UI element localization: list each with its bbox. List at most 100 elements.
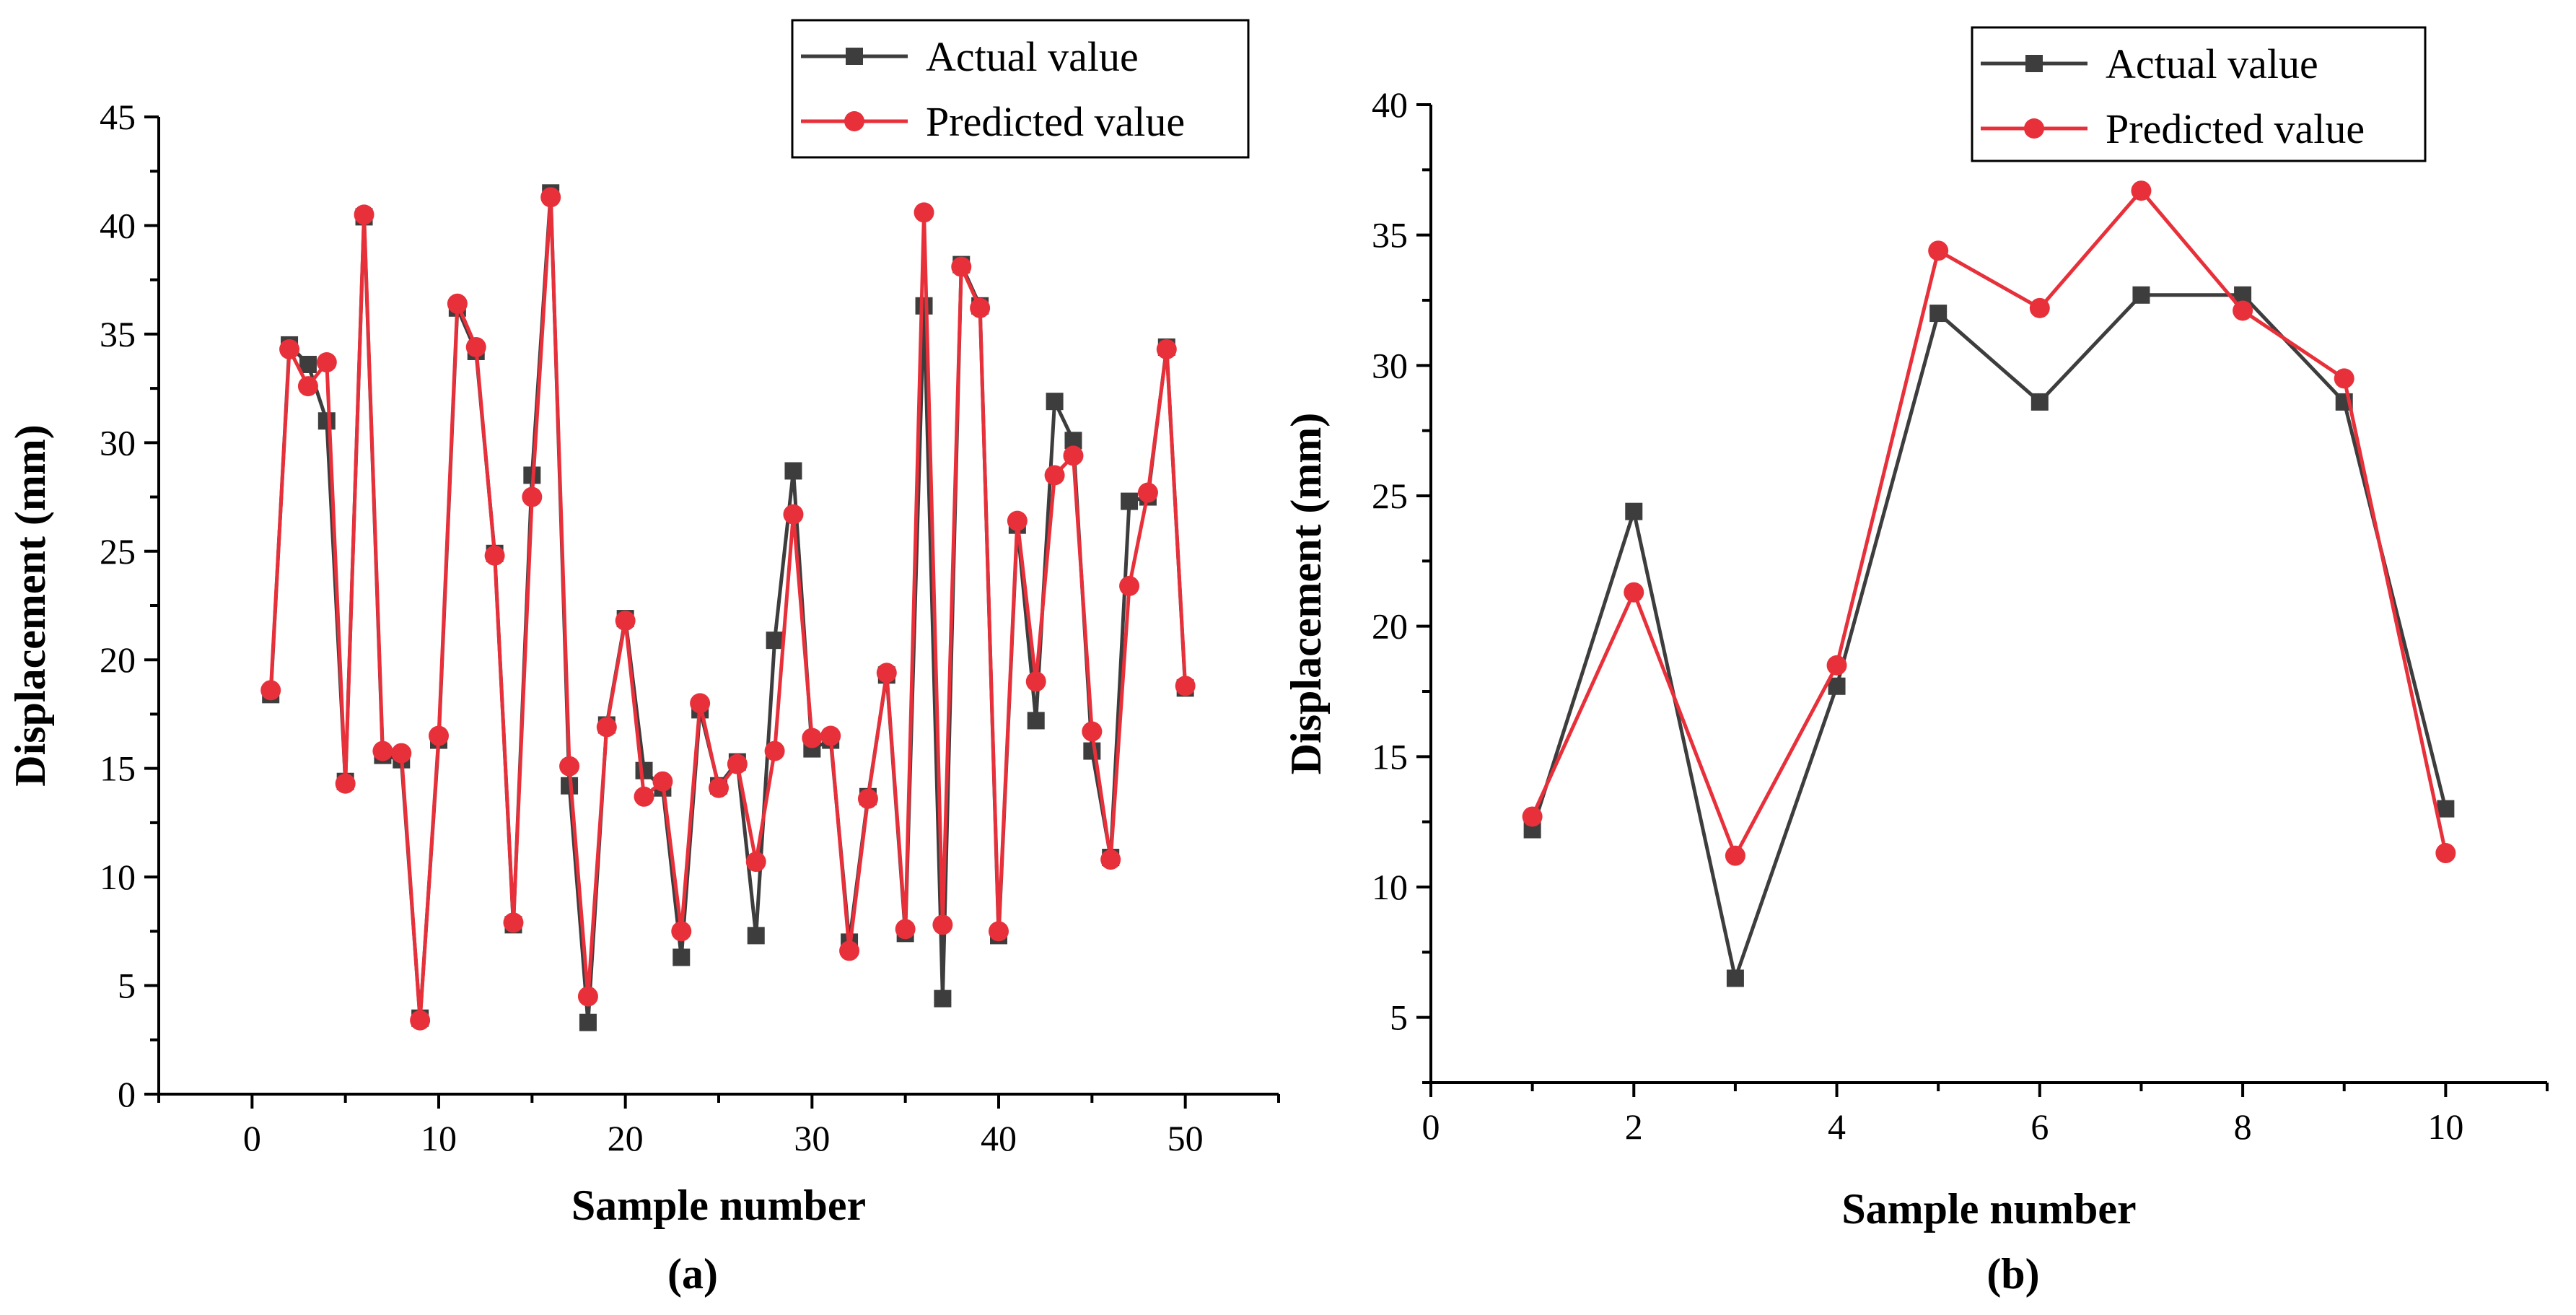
y-tick-label: 35 <box>1372 215 1408 255</box>
y-tick-label: 40 <box>100 205 136 245</box>
data-point <box>1025 671 1046 692</box>
data-point <box>671 921 692 942</box>
data-point <box>465 336 486 357</box>
data-point <box>372 740 393 761</box>
data-point <box>2131 180 2152 201</box>
data-point <box>410 1010 431 1031</box>
panel-label: (b) <box>1986 1250 2039 1298</box>
data-point <box>634 786 654 807</box>
legend-label: Predicted value <box>926 98 1185 145</box>
series-predicted <box>260 187 1196 1031</box>
data-point <box>652 771 673 792</box>
legend-item: Actual value <box>801 33 1139 80</box>
data-point <box>895 919 916 940</box>
data-point <box>1119 575 1140 596</box>
data-point <box>1828 677 1846 695</box>
data-point <box>503 912 524 933</box>
panel-label: (a) <box>667 1250 718 1298</box>
data-point <box>1625 502 1643 520</box>
data-point <box>1082 721 1103 742</box>
data-point <box>2334 368 2354 389</box>
y-tick-label: 5 <box>118 966 136 1006</box>
data-point <box>2029 297 2050 318</box>
data-point <box>766 632 784 650</box>
x-tick-label: 0 <box>243 1118 261 1158</box>
data-point <box>764 740 785 761</box>
data-point <box>1522 806 1543 827</box>
data-point <box>579 1013 597 1031</box>
data-point <box>596 717 617 738</box>
series-actual <box>1523 286 2455 987</box>
data-point <box>951 256 972 277</box>
legend: Actual value Predicted value <box>791 19 1250 159</box>
data-point <box>784 462 802 480</box>
legend-marker <box>2025 55 2043 72</box>
data-point <box>857 788 878 809</box>
legend-marker <box>844 111 864 131</box>
data-point <box>747 927 765 945</box>
data-point <box>447 293 468 314</box>
data-point <box>1726 969 1744 987</box>
data-point <box>316 352 337 373</box>
data-point <box>354 204 374 225</box>
data-point <box>1137 482 1158 503</box>
y-tick-label: 25 <box>1372 476 1408 516</box>
data-point <box>1175 676 1196 696</box>
y-tick-label: 10 <box>1372 867 1408 907</box>
y-tick-label: 15 <box>1372 736 1408 777</box>
x-tick-label: 2 <box>1625 1106 1643 1147</box>
data-point <box>690 693 711 714</box>
data-point <box>2437 800 2455 818</box>
y-tick-label: 35 <box>100 314 136 354</box>
y-tick-label: 30 <box>100 422 136 463</box>
x-tick-label: 8 <box>2234 1106 2252 1147</box>
data-point <box>1046 393 1064 411</box>
x-tick-label: 50 <box>1167 1118 1204 1158</box>
data-point <box>1007 510 1028 531</box>
series-actual <box>262 184 1194 1031</box>
data-point <box>1100 849 1121 870</box>
data-point <box>540 187 561 208</box>
legend-box <box>791 19 1250 159</box>
data-point <box>484 545 505 566</box>
legend-item: Actual value <box>1981 40 2318 87</box>
data-point <box>1121 492 1139 510</box>
data-point <box>1725 845 1745 866</box>
legend-label: Actual value <box>2106 40 2318 87</box>
data-point <box>1826 655 1847 676</box>
y-tick-label: 25 <box>100 531 136 572</box>
legend-item: Predicted value <box>1981 105 2365 152</box>
series-line <box>268 191 1188 1025</box>
y-tick-label: 10 <box>100 857 136 897</box>
data-point <box>1027 712 1045 730</box>
x-tick-label: 30 <box>794 1118 830 1158</box>
legend-box <box>1971 26 2427 162</box>
legend-marker <box>2024 118 2044 139</box>
data-point <box>577 986 598 1007</box>
data-point <box>2030 393 2049 411</box>
legend-label: Predicted value <box>2106 105 2365 152</box>
y-tick-label: 20 <box>100 639 136 680</box>
series-line <box>1530 188 2448 858</box>
data-point <box>615 611 636 632</box>
data-point <box>2435 843 2456 864</box>
x-tick-label: 10 <box>421 1118 457 1158</box>
data-point <box>876 663 897 683</box>
y-axis-title: Displacement (mm) <box>1282 413 1330 775</box>
data-point <box>1929 305 1948 323</box>
data-point <box>673 948 691 966</box>
legend-marker <box>846 48 863 65</box>
data-point <box>2233 300 2253 321</box>
x-tick-label: 6 <box>2030 1106 2049 1147</box>
data-point <box>260 680 281 701</box>
x-axis-title: Sample number <box>1841 1185 2136 1233</box>
legend: Actual value Predicted value <box>1971 26 2427 162</box>
y-tick-label: 5 <box>1390 997 1408 1038</box>
data-point <box>709 777 729 798</box>
x-axis-title: Sample number <box>571 1181 866 1229</box>
data-point <box>391 743 412 764</box>
data-point <box>2132 286 2150 304</box>
data-point <box>279 338 300 359</box>
data-point <box>335 773 356 794</box>
